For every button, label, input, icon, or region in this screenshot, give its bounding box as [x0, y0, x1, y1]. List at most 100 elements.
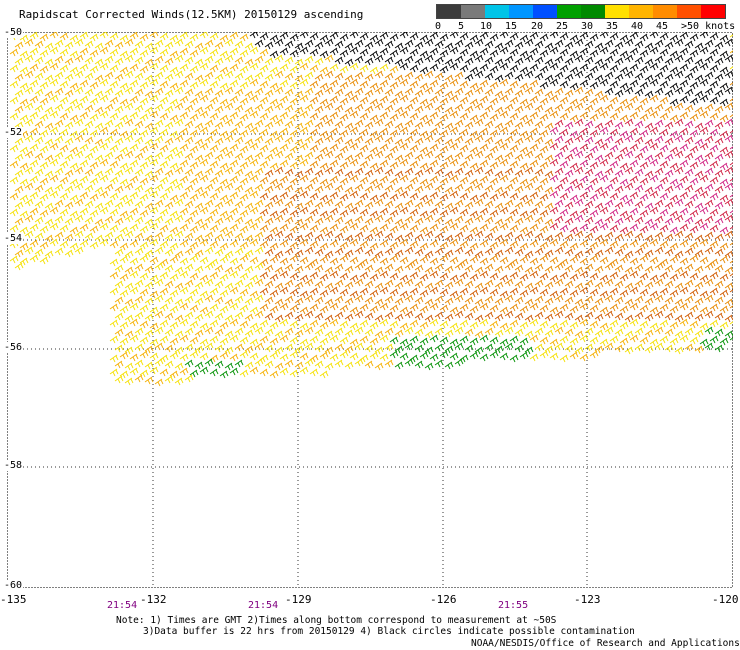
wind-barb: [239, 113, 249, 122]
wind-barb: [724, 38, 733, 47]
wind-barb: [539, 177, 549, 186]
wind-barb: [204, 39, 214, 48]
wind-barb: [579, 223, 589, 232]
wind-barb: [344, 345, 354, 354]
wind-barb: [14, 57, 24, 66]
wind-barb: [559, 240, 569, 249]
wind-barb: [219, 130, 229, 139]
wind-barb: [34, 248, 44, 257]
wind-barb: [204, 103, 214, 112]
wind-barb: [284, 232, 294, 241]
wind-barb: [169, 178, 179, 187]
legend-swatch: [437, 5, 461, 18]
wind-barb: [669, 305, 679, 314]
wind-barb: [664, 296, 674, 305]
wind-barb: [134, 56, 144, 65]
wind-barb: [554, 103, 564, 112]
wind-barb: [144, 74, 154, 83]
wind-barb: [654, 103, 664, 112]
wind-barb: [169, 273, 179, 282]
wind-barb: [194, 329, 204, 338]
wind-barb: [424, 182, 434, 191]
wind-barb: [79, 47, 89, 56]
wind-barb: [464, 233, 474, 242]
wind-barb: [619, 114, 629, 123]
wind-barb: [669, 255, 679, 264]
wind-barb: [489, 33, 499, 42]
wind-barb: [199, 352, 209, 361]
wind-barb: [499, 222, 509, 231]
wind-barb: [104, 167, 114, 176]
wind-barb: [529, 223, 539, 232]
wind-barb: [579, 239, 589, 248]
wind-barb: [359, 224, 369, 233]
wind-barb: [389, 254, 399, 263]
wind-barb: [324, 134, 334, 143]
wind-barb: [669, 226, 679, 235]
wind-barb: [14, 201, 24, 210]
wind-barb: [504, 135, 514, 144]
wind-barb: [389, 177, 399, 186]
wind-barb: [374, 118, 384, 127]
wind-barb: [514, 57, 524, 66]
wind-barb: [399, 190, 409, 199]
wind-barb: [434, 168, 444, 177]
wind-barb: [69, 82, 79, 91]
wind-barb: [289, 161, 299, 170]
wind-barb: [224, 346, 234, 355]
wind-barb: [594, 186, 604, 195]
wind-barb: [259, 208, 269, 217]
wind-barb: [144, 202, 154, 211]
wind-barb: [699, 238, 709, 247]
wind-barb: [689, 320, 699, 329]
wind-barb: [304, 262, 314, 271]
wind-barb: [354, 135, 364, 144]
wind-barb: [544, 202, 554, 211]
wind-barb: [189, 33, 199, 42]
wind-barb: [604, 215, 614, 224]
wind-barb: [279, 63, 289, 72]
wind-barb: [504, 87, 514, 96]
wind-barb: [554, 151, 564, 160]
wind-barb: [124, 214, 134, 223]
wind-barb: [629, 334, 639, 343]
wind-barb: [404, 55, 414, 64]
wind-barb: [599, 46, 609, 55]
wind-barb: [664, 312, 674, 321]
wind-barb: [444, 218, 454, 227]
wind-barb: [84, 40, 94, 49]
legend-tick: 10: [480, 21, 493, 32]
wind-barb: [389, 209, 399, 218]
wind-barb: [689, 113, 699, 122]
wind-barb: [324, 314, 334, 323]
wind-barb: [269, 210, 279, 219]
wind-barb: [234, 327, 244, 336]
wind-barb: [719, 130, 729, 139]
wind-barb: [689, 129, 699, 138]
wind-barb: [579, 111, 589, 120]
wind-barb: [159, 144, 169, 153]
wind-barb: [514, 73, 524, 82]
wind-barb: [224, 330, 234, 339]
wind-barb: [554, 183, 564, 192]
wind-barb: [329, 318, 339, 327]
wind-barb: [159, 271, 169, 280]
wind-barb: [219, 351, 229, 360]
wind-barb: [374, 266, 384, 275]
wind-barb: [244, 42, 254, 51]
wind-barb: [304, 119, 314, 128]
wind-barb: [44, 90, 54, 99]
wind-barb: [19, 210, 29, 219]
wind-barb: [64, 217, 74, 226]
wind-barb: [114, 137, 124, 146]
wind-barb: [664, 248, 674, 257]
wind-barb: [729, 289, 733, 293]
wind-barb: [219, 66, 229, 75]
wind-barb: [109, 354, 119, 363]
wind-barb: [654, 262, 664, 271]
wind-barb: [564, 169, 574, 178]
wind-barb: [714, 185, 724, 194]
wind-barb: [139, 320, 149, 329]
wind-barb: [379, 111, 389, 120]
wind-barb: [144, 58, 154, 67]
